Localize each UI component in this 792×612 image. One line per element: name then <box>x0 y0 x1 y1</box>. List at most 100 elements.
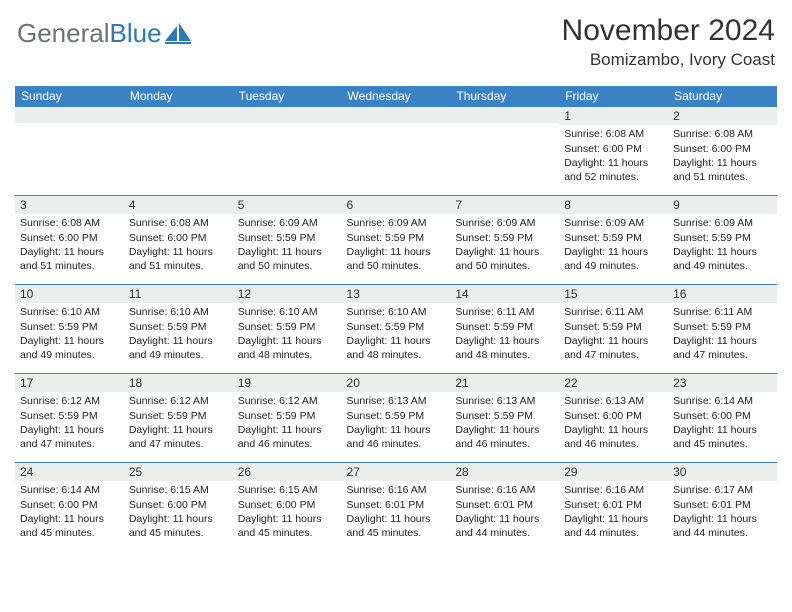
sunset-text: Sunset: 5:59 PM <box>564 231 663 245</box>
day-details: Sunrise: 6:10 AMSunset: 5:59 PMDaylight:… <box>233 303 342 366</box>
calendar-day-cell: 20Sunrise: 6:13 AMSunset: 5:59 PMDayligh… <box>342 374 451 463</box>
day-number: 15 <box>559 285 668 303</box>
day-details: Sunrise: 6:09 AMSunset: 5:59 PMDaylight:… <box>668 214 777 277</box>
sunrise-text: Sunrise: 6:08 AM <box>129 216 228 230</box>
daylight-text: Daylight: 11 hours and 44 minutes. <box>564 512 663 540</box>
daylight-text: Daylight: 11 hours and 46 minutes. <box>564 423 663 451</box>
sunrise-text: Sunrise: 6:12 AM <box>20 394 119 408</box>
day-details <box>124 123 233 173</box>
day-details: Sunrise: 6:09 AMSunset: 5:59 PMDaylight:… <box>559 214 668 277</box>
daylight-text: Daylight: 11 hours and 46 minutes. <box>238 423 337 451</box>
calendar-day-cell: 29Sunrise: 6:16 AMSunset: 6:01 PMDayligh… <box>559 463 668 552</box>
brand-word-1: General <box>17 18 110 48</box>
daylight-text: Daylight: 11 hours and 49 minutes. <box>129 334 228 362</box>
sunset-text: Sunset: 5:59 PM <box>347 320 446 334</box>
weekday-header: Monday <box>124 86 233 107</box>
daylight-text: Daylight: 11 hours and 47 minutes. <box>20 423 119 451</box>
daylight-text: Daylight: 11 hours and 49 minutes. <box>20 334 119 362</box>
sunset-text: Sunset: 6:00 PM <box>129 498 228 512</box>
day-number: 30 <box>668 463 777 481</box>
day-details: Sunrise: 6:11 AMSunset: 5:59 PMDaylight:… <box>559 303 668 366</box>
calendar-day-cell: 19Sunrise: 6:12 AMSunset: 5:59 PMDayligh… <box>233 374 342 463</box>
day-number: 19 <box>233 374 342 392</box>
day-details <box>233 123 342 173</box>
day-details: Sunrise: 6:15 AMSunset: 6:00 PMDaylight:… <box>124 481 233 544</box>
calendar-day-cell: 7Sunrise: 6:09 AMSunset: 5:59 PMDaylight… <box>450 196 559 285</box>
day-details: Sunrise: 6:09 AMSunset: 5:59 PMDaylight:… <box>233 214 342 277</box>
sunset-text: Sunset: 5:59 PM <box>238 409 337 423</box>
day-number: 27 <box>342 463 451 481</box>
calendar-day-cell: 30Sunrise: 6:17 AMSunset: 6:01 PMDayligh… <box>668 463 777 552</box>
sunset-text: Sunset: 6:00 PM <box>20 231 119 245</box>
sunset-text: Sunset: 5:59 PM <box>238 231 337 245</box>
sunset-text: Sunset: 5:59 PM <box>347 231 446 245</box>
day-number <box>124 107 233 123</box>
sunrise-text: Sunrise: 6:09 AM <box>347 216 446 230</box>
sunset-text: Sunset: 6:01 PM <box>455 498 554 512</box>
day-number: 14 <box>450 285 559 303</box>
day-details: Sunrise: 6:11 AMSunset: 5:59 PMDaylight:… <box>450 303 559 366</box>
calendar-week-row: 17Sunrise: 6:12 AMSunset: 5:59 PMDayligh… <box>15 374 777 463</box>
day-details: Sunrise: 6:17 AMSunset: 6:01 PMDaylight:… <box>668 481 777 544</box>
sunset-text: Sunset: 6:00 PM <box>673 142 772 156</box>
sunset-text: Sunset: 5:59 PM <box>564 320 663 334</box>
day-details: Sunrise: 6:13 AMSunset: 6:00 PMDaylight:… <box>559 392 668 455</box>
sunrise-text: Sunrise: 6:15 AM <box>129 483 228 497</box>
calendar-day-cell: 27Sunrise: 6:16 AMSunset: 6:01 PMDayligh… <box>342 463 451 552</box>
calendar-day-cell: 4Sunrise: 6:08 AMSunset: 6:00 PMDaylight… <box>124 196 233 285</box>
daylight-text: Daylight: 11 hours and 44 minutes. <box>673 512 772 540</box>
calendar-day-cell: 12Sunrise: 6:10 AMSunset: 5:59 PMDayligh… <box>233 285 342 374</box>
calendar-day-cell: 18Sunrise: 6:12 AMSunset: 5:59 PMDayligh… <box>124 374 233 463</box>
sunset-text: Sunset: 5:59 PM <box>673 231 772 245</box>
day-details: Sunrise: 6:16 AMSunset: 6:01 PMDaylight:… <box>450 481 559 544</box>
calendar-day-cell <box>450 107 559 196</box>
day-details: Sunrise: 6:14 AMSunset: 6:00 PMDaylight:… <box>668 392 777 455</box>
sunrise-text: Sunrise: 6:16 AM <box>347 483 446 497</box>
day-details: Sunrise: 6:16 AMSunset: 6:01 PMDaylight:… <box>342 481 451 544</box>
sunrise-text: Sunrise: 6:11 AM <box>455 305 554 319</box>
calendar-day-cell: 8Sunrise: 6:09 AMSunset: 5:59 PMDaylight… <box>559 196 668 285</box>
daylight-text: Daylight: 11 hours and 45 minutes. <box>347 512 446 540</box>
day-number: 8 <box>559 196 668 214</box>
day-number: 13 <box>342 285 451 303</box>
calendar-day-cell: 1Sunrise: 6:08 AMSunset: 6:00 PMDaylight… <box>559 107 668 196</box>
calendar-day-cell: 6Sunrise: 6:09 AMSunset: 5:59 PMDaylight… <box>342 196 451 285</box>
sunrise-text: Sunrise: 6:16 AM <box>564 483 663 497</box>
sunset-text: Sunset: 5:59 PM <box>238 320 337 334</box>
calendar-day-cell: 28Sunrise: 6:16 AMSunset: 6:01 PMDayligh… <box>450 463 559 552</box>
sunset-text: Sunset: 5:59 PM <box>455 320 554 334</box>
day-details: Sunrise: 6:12 AMSunset: 5:59 PMDaylight:… <box>233 392 342 455</box>
calendar-day-cell <box>342 107 451 196</box>
daylight-text: Daylight: 11 hours and 49 minutes. <box>673 245 772 273</box>
sunrise-text: Sunrise: 6:17 AM <box>673 483 772 497</box>
sunrise-text: Sunrise: 6:12 AM <box>129 394 228 408</box>
sunset-text: Sunset: 5:59 PM <box>673 320 772 334</box>
calendar-day-cell: 3Sunrise: 6:08 AMSunset: 6:00 PMDaylight… <box>15 196 124 285</box>
day-number: 17 <box>15 374 124 392</box>
sunset-text: Sunset: 6:01 PM <box>673 498 772 512</box>
day-number: 4 <box>124 196 233 214</box>
sunrise-text: Sunrise: 6:09 AM <box>238 216 337 230</box>
sunrise-text: Sunrise: 6:09 AM <box>455 216 554 230</box>
calendar-table: Sunday Monday Tuesday Wednesday Thursday… <box>15 86 777 552</box>
daylight-text: Daylight: 11 hours and 45 minutes. <box>129 512 228 540</box>
weekday-header: Sunday <box>15 86 124 107</box>
sunrise-text: Sunrise: 6:11 AM <box>564 305 663 319</box>
day-number: 23 <box>668 374 777 392</box>
daylight-text: Daylight: 11 hours and 49 minutes. <box>564 245 663 273</box>
day-number: 1 <box>559 107 668 125</box>
daylight-text: Daylight: 11 hours and 52 minutes. <box>564 156 663 184</box>
daylight-text: Daylight: 11 hours and 47 minutes. <box>129 423 228 451</box>
daylight-text: Daylight: 11 hours and 45 minutes. <box>238 512 337 540</box>
day-number <box>233 107 342 123</box>
sunrise-text: Sunrise: 6:13 AM <box>347 394 446 408</box>
sunrise-text: Sunrise: 6:10 AM <box>347 305 446 319</box>
weekday-header: Tuesday <box>233 86 342 107</box>
day-details: Sunrise: 6:10 AMSunset: 5:59 PMDaylight:… <box>15 303 124 366</box>
calendar-day-cell: 26Sunrise: 6:15 AMSunset: 6:00 PMDayligh… <box>233 463 342 552</box>
sunrise-text: Sunrise: 6:14 AM <box>673 394 772 408</box>
weekday-header-row: Sunday Monday Tuesday Wednesday Thursday… <box>15 86 777 107</box>
month-title: November 2024 <box>562 14 775 48</box>
calendar-day-cell: 14Sunrise: 6:11 AMSunset: 5:59 PMDayligh… <box>450 285 559 374</box>
day-number: 29 <box>559 463 668 481</box>
